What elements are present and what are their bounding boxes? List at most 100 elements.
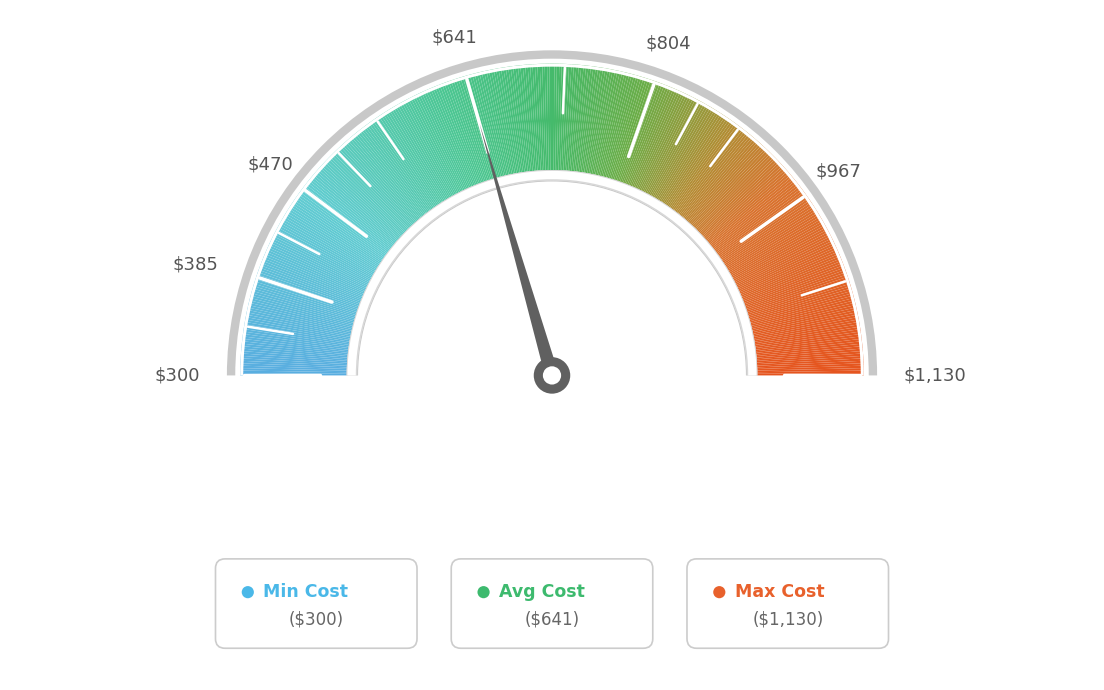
Wedge shape — [573, 66, 586, 171]
Wedge shape — [742, 258, 842, 300]
Wedge shape — [698, 155, 774, 231]
Wedge shape — [268, 245, 365, 291]
Wedge shape — [705, 168, 786, 239]
Wedge shape — [431, 88, 474, 186]
Wedge shape — [337, 148, 412, 227]
Wedge shape — [285, 213, 376, 270]
Wedge shape — [448, 81, 486, 181]
Wedge shape — [250, 295, 353, 324]
Wedge shape — [259, 265, 360, 304]
Wedge shape — [284, 215, 376, 271]
Wedge shape — [473, 73, 501, 177]
Wedge shape — [433, 86, 475, 186]
Wedge shape — [411, 97, 460, 193]
Wedge shape — [439, 83, 479, 184]
Wedge shape — [243, 329, 349, 346]
Wedge shape — [633, 88, 676, 187]
Wedge shape — [340, 145, 414, 225]
Text: Max Cost: Max Cost — [734, 583, 825, 601]
Wedge shape — [690, 145, 764, 225]
Wedge shape — [664, 113, 723, 204]
Wedge shape — [692, 148, 767, 227]
Wedge shape — [723, 202, 813, 263]
FancyBboxPatch shape — [687, 559, 889, 648]
Wedge shape — [611, 77, 644, 179]
Wedge shape — [244, 322, 350, 342]
Wedge shape — [704, 166, 784, 239]
Wedge shape — [754, 324, 860, 344]
Wedge shape — [415, 95, 463, 191]
Wedge shape — [349, 172, 755, 375]
Wedge shape — [647, 99, 698, 194]
Wedge shape — [602, 73, 629, 177]
Text: $641: $641 — [432, 28, 478, 46]
Wedge shape — [655, 106, 711, 199]
Wedge shape — [700, 159, 777, 234]
Wedge shape — [639, 93, 687, 190]
Wedge shape — [735, 234, 831, 284]
Wedge shape — [660, 111, 719, 202]
Circle shape — [543, 366, 561, 384]
Wedge shape — [580, 66, 596, 172]
FancyBboxPatch shape — [452, 559, 652, 648]
Wedge shape — [361, 128, 427, 213]
Wedge shape — [309, 179, 393, 247]
Wedge shape — [424, 90, 469, 188]
Wedge shape — [246, 312, 351, 335]
Wedge shape — [413, 95, 461, 192]
Wedge shape — [467, 75, 498, 178]
Wedge shape — [391, 107, 447, 199]
Wedge shape — [714, 184, 800, 251]
Wedge shape — [475, 73, 502, 177]
Wedge shape — [739, 245, 836, 291]
Wedge shape — [371, 120, 434, 208]
Wedge shape — [595, 70, 620, 175]
Wedge shape — [757, 368, 863, 372]
Wedge shape — [756, 339, 862, 353]
Wedge shape — [518, 66, 531, 171]
Wedge shape — [248, 300, 352, 328]
Wedge shape — [317, 169, 397, 241]
Wedge shape — [609, 76, 641, 179]
Wedge shape — [681, 134, 751, 217]
Wedge shape — [351, 135, 421, 218]
Wedge shape — [266, 249, 364, 294]
Wedge shape — [542, 63, 548, 170]
Wedge shape — [719, 194, 807, 257]
Wedge shape — [501, 68, 520, 173]
Wedge shape — [641, 95, 689, 191]
Wedge shape — [731, 223, 825, 277]
Wedge shape — [747, 282, 850, 315]
Wedge shape — [741, 254, 840, 297]
Text: $1,130: $1,130 — [904, 366, 966, 384]
Wedge shape — [713, 182, 798, 250]
Wedge shape — [272, 236, 369, 285]
FancyBboxPatch shape — [215, 559, 417, 648]
Wedge shape — [753, 315, 858, 337]
Wedge shape — [369, 121, 433, 209]
Wedge shape — [659, 110, 716, 201]
Wedge shape — [749, 284, 851, 317]
Wedge shape — [484, 70, 509, 175]
Wedge shape — [755, 326, 860, 345]
Wedge shape — [634, 89, 678, 188]
Wedge shape — [373, 119, 435, 208]
Wedge shape — [325, 160, 403, 235]
Wedge shape — [428, 88, 471, 187]
Wedge shape — [583, 67, 601, 172]
Wedge shape — [623, 83, 662, 184]
Wedge shape — [754, 319, 859, 340]
Wedge shape — [712, 181, 797, 248]
Wedge shape — [335, 150, 411, 228]
Wedge shape — [460, 77, 493, 179]
Wedge shape — [649, 101, 702, 195]
Wedge shape — [588, 69, 611, 174]
Wedge shape — [644, 97, 693, 193]
Wedge shape — [402, 101, 455, 195]
Wedge shape — [385, 111, 444, 202]
Wedge shape — [751, 298, 854, 326]
Wedge shape — [314, 173, 396, 244]
Wedge shape — [548, 63, 551, 170]
Wedge shape — [709, 175, 793, 244]
Wedge shape — [538, 64, 544, 170]
